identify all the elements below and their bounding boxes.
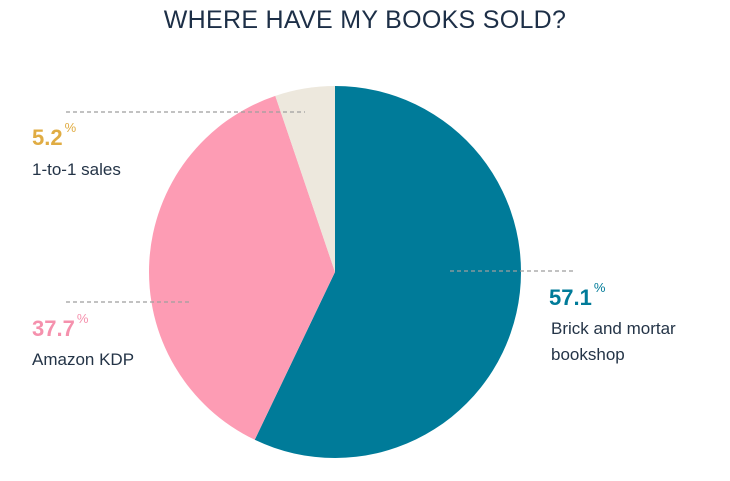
percent-sign: % <box>593 280 606 295</box>
percent-sign: % <box>76 311 89 326</box>
slice-value-brick-and-mortar: 57.1% <box>549 281 605 310</box>
slice-label-amazon-kdp: Amazon KDP <box>32 350 135 369</box>
slice-brick-and-mortar <box>254 86 521 459</box>
slice-value-one-to-one-sales: 5.2% <box>32 121 76 150</box>
slice-value-amazon-kdp: 37.7% <box>32 312 88 341</box>
slice-value-text: 5.2 <box>32 125 63 150</box>
pie-slices <box>148 86 521 459</box>
slice-label-brick-and-mortar: Brick and mortar bookshop <box>551 319 676 364</box>
slice-label-one-to-one-sales: 1-to-1 sales <box>32 160 121 179</box>
slice-amazon-kdp <box>148 95 335 440</box>
chart-title: WHERE HAVE MY BOOKS SOLD? <box>163 6 567 34</box>
percent-sign: % <box>64 120 77 135</box>
slice-value-text: 57.1 <box>549 285 592 310</box>
leader-lines <box>66 111 575 303</box>
slice-one-to-one-sales <box>275 86 335 272</box>
slice-value-text: 37.7 <box>32 316 75 341</box>
